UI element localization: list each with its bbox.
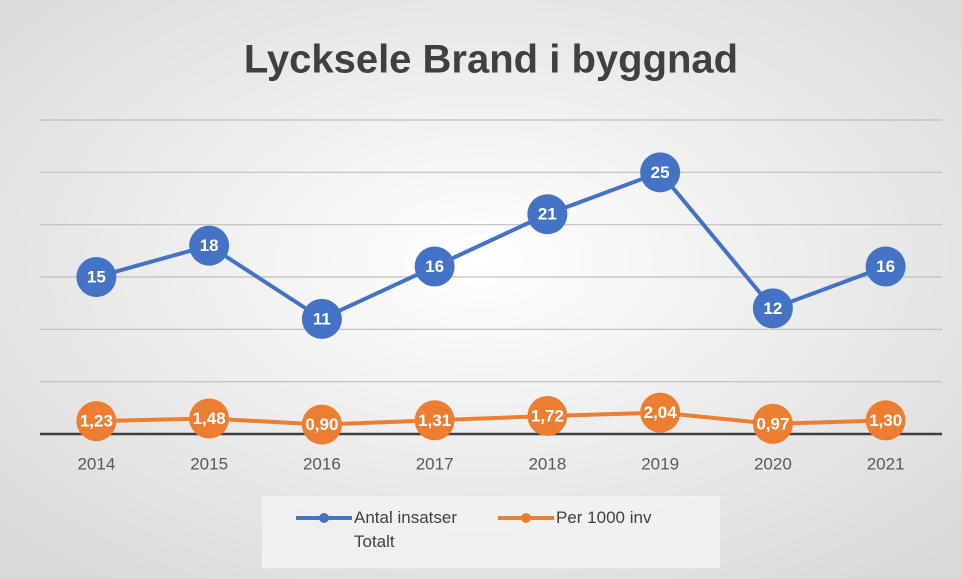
data-point: [189, 398, 230, 439]
x-tick-label: 2019: [641, 454, 679, 473]
data-label: 25: [651, 163, 670, 182]
data-label: 18: [200, 236, 219, 255]
data-point: [640, 392, 681, 433]
x-tick-label: 2017: [416, 454, 454, 473]
data-label: 15: [87, 267, 106, 286]
x-tick-label: 2021: [867, 454, 905, 473]
data-label: 21: [538, 205, 557, 224]
data-label: 16: [425, 257, 444, 276]
data-label: 1,23: [80, 412, 113, 431]
data-point: [527, 194, 568, 235]
legend: Antal insatser Totalt Per 1000 inv: [262, 496, 720, 568]
series-line: [95, 170, 887, 321]
data-point: [640, 152, 681, 193]
legend-item: Per 1000 inv: [496, 506, 688, 568]
data-point: [752, 288, 793, 329]
legend-dot: [319, 513, 329, 523]
chart-title: Lycksele Brand i byggnad: [244, 38, 738, 82]
legend-item: Antal insatser Totalt: [294, 506, 486, 568]
data-label: 1,48: [193, 409, 226, 428]
data-label: 2,04: [644, 403, 678, 422]
x-tick-label: 2020: [754, 454, 792, 473]
data-label: 0,90: [305, 415, 338, 434]
legend-dot: [521, 513, 531, 523]
data-label: 1,31: [418, 411, 451, 430]
x-tick-label: 2016: [303, 454, 341, 473]
data-label: 1,30: [869, 411, 902, 430]
data-point: [414, 400, 455, 441]
data-point: [76, 257, 117, 297]
data-point: [301, 298, 342, 339]
legend-marker: [498, 513, 554, 523]
data-point: [414, 246, 455, 287]
x-tick-label: 2015: [190, 454, 228, 473]
legend-label: Antal insatser Totalt: [354, 508, 457, 551]
legend-label: Per 1000 inv: [556, 508, 652, 527]
x-tick-label: 2018: [528, 454, 566, 473]
data-point: [527, 395, 568, 436]
data-label: 1,72: [531, 406, 564, 425]
data-label: 0,97: [756, 414, 789, 433]
data-label: 16: [876, 257, 895, 276]
data-label: 12: [763, 299, 782, 318]
x-tick-label: 2014: [77, 454, 115, 473]
data-point: [865, 400, 906, 441]
data-point: [189, 225, 230, 266]
data-label: 11: [313, 309, 331, 328]
legend-marker: [296, 513, 352, 523]
data-point: [301, 404, 342, 445]
data-point: [752, 403, 793, 444]
data-point: [76, 401, 117, 442]
data-point: [865, 246, 906, 287]
